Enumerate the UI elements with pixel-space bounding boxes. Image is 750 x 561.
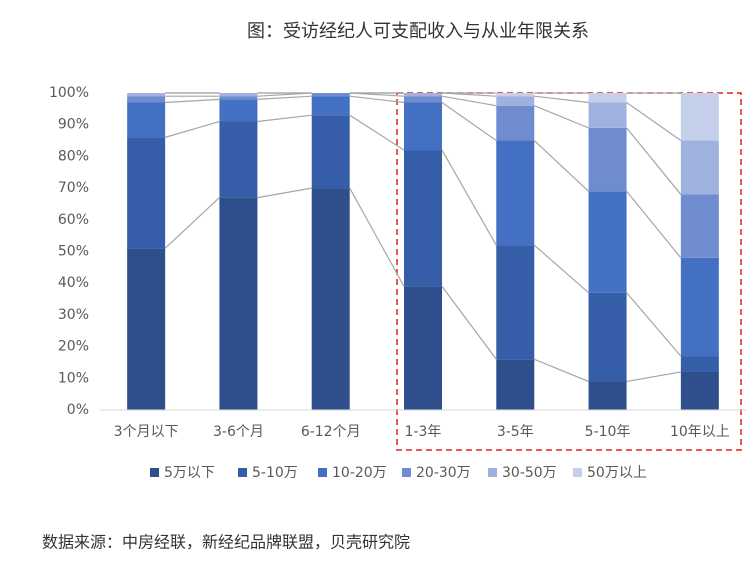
bar-segment (680, 140, 719, 195)
connector-line (164, 197, 220, 249)
bar-segment (219, 96, 258, 100)
bar-segment (496, 140, 535, 246)
connector-line (626, 190, 682, 259)
y-tick-label: 20% (58, 339, 89, 355)
connector-line (626, 127, 682, 195)
connector-line (534, 105, 589, 129)
bar-segment (588, 93, 627, 103)
connector-line (626, 292, 682, 357)
bar-segment (311, 96, 350, 116)
legend-swatch (402, 468, 411, 477)
x-tick-label: 5-10年 (585, 424, 631, 440)
y-tick-label: 0% (67, 402, 89, 418)
connector-line (257, 114, 312, 123)
x-tick-label: 3-5年 (497, 424, 534, 440)
legend-swatch (488, 468, 497, 477)
legend-label: 50万以上 (587, 465, 647, 481)
connector-line (533, 140, 589, 192)
connector-line (165, 98, 220, 104)
bar-segment (311, 93, 350, 97)
connector-line (534, 358, 589, 383)
bar-segment (127, 137, 166, 249)
bar-segment (680, 93, 719, 141)
legend-label: 20-30万 (416, 465, 471, 481)
y-tick-label: 60% (58, 212, 89, 228)
connector-line (626, 102, 682, 142)
connector-line (349, 95, 405, 104)
bar-segment (404, 93, 442, 97)
bar-segment (404, 286, 442, 410)
bar-segment (219, 93, 258, 97)
connector-line (441, 149, 497, 246)
connector-line (257, 187, 312, 199)
legend-swatch (238, 468, 247, 477)
y-tick-label: 50% (58, 244, 89, 260)
bar-segment (496, 105, 535, 141)
x-tick-label: 3-6个月 (213, 424, 264, 440)
bar-segment (680, 371, 719, 410)
bar-segment (127, 102, 166, 138)
bar-segment (680, 257, 719, 357)
connector-line (441, 102, 497, 142)
bar-segment (680, 356, 719, 372)
bar-segment (588, 381, 627, 410)
connector-line (349, 114, 405, 151)
connector-line (534, 95, 589, 104)
bar-segment (311, 188, 350, 410)
y-tick-label: 100% (49, 85, 89, 101)
bar-segment (219, 121, 258, 198)
x-tick-label: 3个月以下 (114, 424, 179, 440)
connector-line (626, 371, 681, 383)
chart-title: 图：受访经纪人可支配收入与从业年限关系 (247, 21, 589, 42)
y-tick-label: 10% (58, 370, 89, 386)
legend-swatch (573, 468, 582, 477)
y-tick-label: 90% (58, 117, 89, 133)
x-tick-label: 1-3年 (405, 424, 442, 440)
x-tick-label: 6-12个月 (301, 424, 361, 440)
bar-segment (496, 93, 535, 97)
bar-segment (496, 245, 535, 360)
legend-label: 10-20万 (332, 465, 387, 481)
bar-segment (127, 96, 166, 103)
connector-line (257, 95, 312, 100)
bar-segment (404, 96, 442, 103)
bar-segment (588, 292, 627, 382)
bar-segment (127, 248, 166, 410)
bar-segment (588, 191, 627, 293)
bar-segment (404, 150, 442, 287)
bar-segment (496, 359, 535, 410)
bar-segment (496, 96, 535, 106)
y-tick-label: 40% (58, 275, 89, 291)
bar-segment (588, 127, 627, 192)
bar-segment (219, 99, 258, 122)
y-tick-label: 80% (58, 148, 89, 164)
connector-line (441, 286, 497, 360)
y-tick-label: 70% (58, 180, 89, 196)
connector-line (164, 120, 220, 138)
bar-segment (219, 197, 258, 410)
bar-segment (127, 93, 166, 97)
source-note: 数据来源：中房经联，新经纪品牌联盟，贝壳研究院 (42, 533, 410, 552)
bar-segment (404, 102, 442, 151)
bar-segment (680, 194, 719, 258)
legend-label: 5-10万 (252, 465, 298, 481)
bar-segment (311, 115, 350, 189)
legend-swatch (150, 468, 159, 477)
connector-line (533, 244, 589, 294)
bar-segment (588, 102, 627, 128)
connector-line (349, 187, 405, 287)
legend-label: 30-50万 (502, 465, 557, 481)
x-tick-label: 10年以上 (670, 424, 730, 440)
y-tick-label: 30% (58, 307, 89, 323)
legend-swatch (318, 468, 327, 477)
connector-line (441, 95, 497, 107)
legend-label: 5万以下 (164, 465, 215, 481)
